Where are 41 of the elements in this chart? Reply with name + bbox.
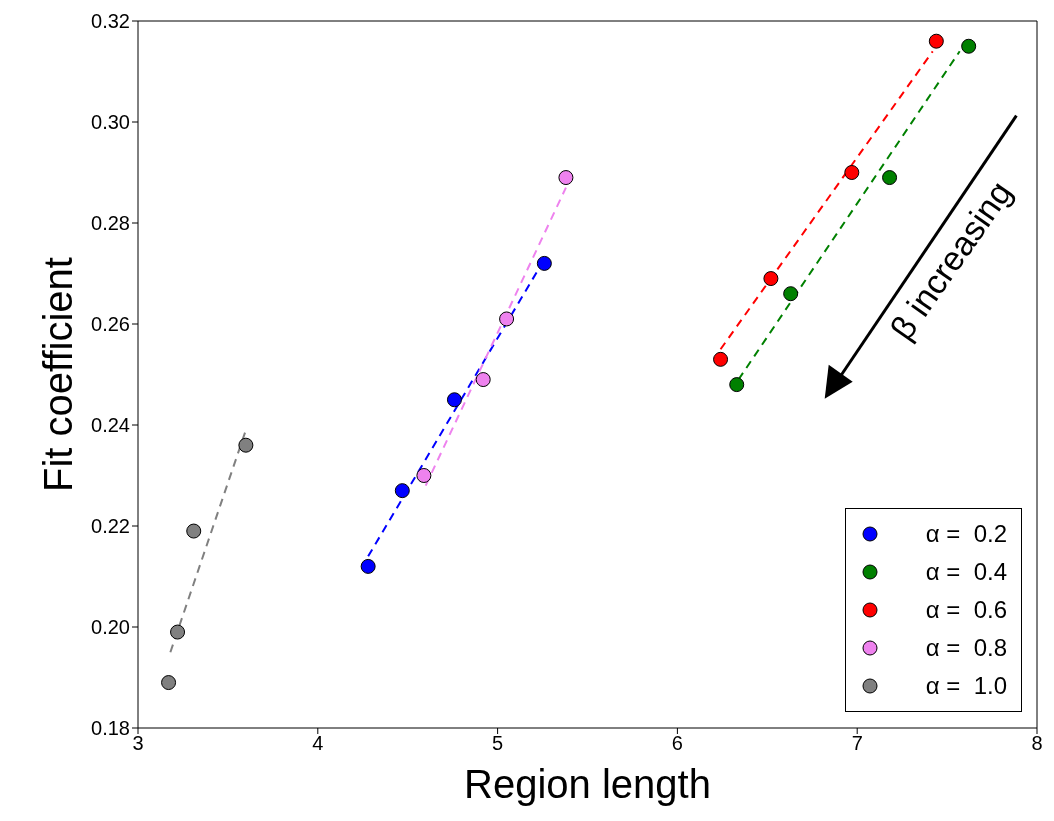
y-tick-label: 0.32 xyxy=(91,10,130,33)
point xyxy=(536,255,552,271)
point xyxy=(499,311,515,327)
point xyxy=(475,372,491,388)
x-tick-label: 5 xyxy=(492,732,504,755)
point xyxy=(446,392,462,408)
point xyxy=(882,170,898,186)
point xyxy=(394,483,410,499)
point xyxy=(783,286,799,302)
y-tick-label: 0.22 xyxy=(91,515,130,538)
legend-label: α = 0.4 xyxy=(925,558,1007,586)
x-tick-label: 8 xyxy=(1031,732,1043,755)
point xyxy=(238,437,254,453)
y-tick-label: 0.24 xyxy=(91,414,130,437)
legend-label: α = 0.8 xyxy=(925,634,1007,662)
point xyxy=(928,33,944,49)
x-tick-label: 3 xyxy=(132,732,144,755)
y-tick-label: 0.20 xyxy=(91,616,130,639)
point xyxy=(961,38,977,54)
point xyxy=(161,675,177,691)
y-tick-label: 0.26 xyxy=(91,313,130,336)
point xyxy=(186,523,202,539)
point xyxy=(360,558,376,574)
y-tick-label: 0.28 xyxy=(91,212,130,235)
x-tick-label: 7 xyxy=(851,732,863,755)
x-axis-title: Region length xyxy=(464,762,711,806)
point xyxy=(729,377,745,393)
y-axis-title: Fit coefficient xyxy=(36,257,81,492)
x-tick-label: 6 xyxy=(671,732,683,755)
x-tick-label: 4 xyxy=(312,732,324,755)
legend-label: α = 0.2 xyxy=(925,520,1007,548)
y-tick-label: 0.18 xyxy=(91,717,130,740)
point xyxy=(763,271,779,287)
legend-label: α = 0.6 xyxy=(925,596,1007,624)
point xyxy=(844,165,860,180)
point xyxy=(170,624,186,640)
y-tick-label: 0.30 xyxy=(91,111,130,134)
point xyxy=(713,351,729,367)
point xyxy=(416,468,432,483)
legend-label: α = 1.0 xyxy=(925,672,1007,700)
point xyxy=(558,170,574,186)
